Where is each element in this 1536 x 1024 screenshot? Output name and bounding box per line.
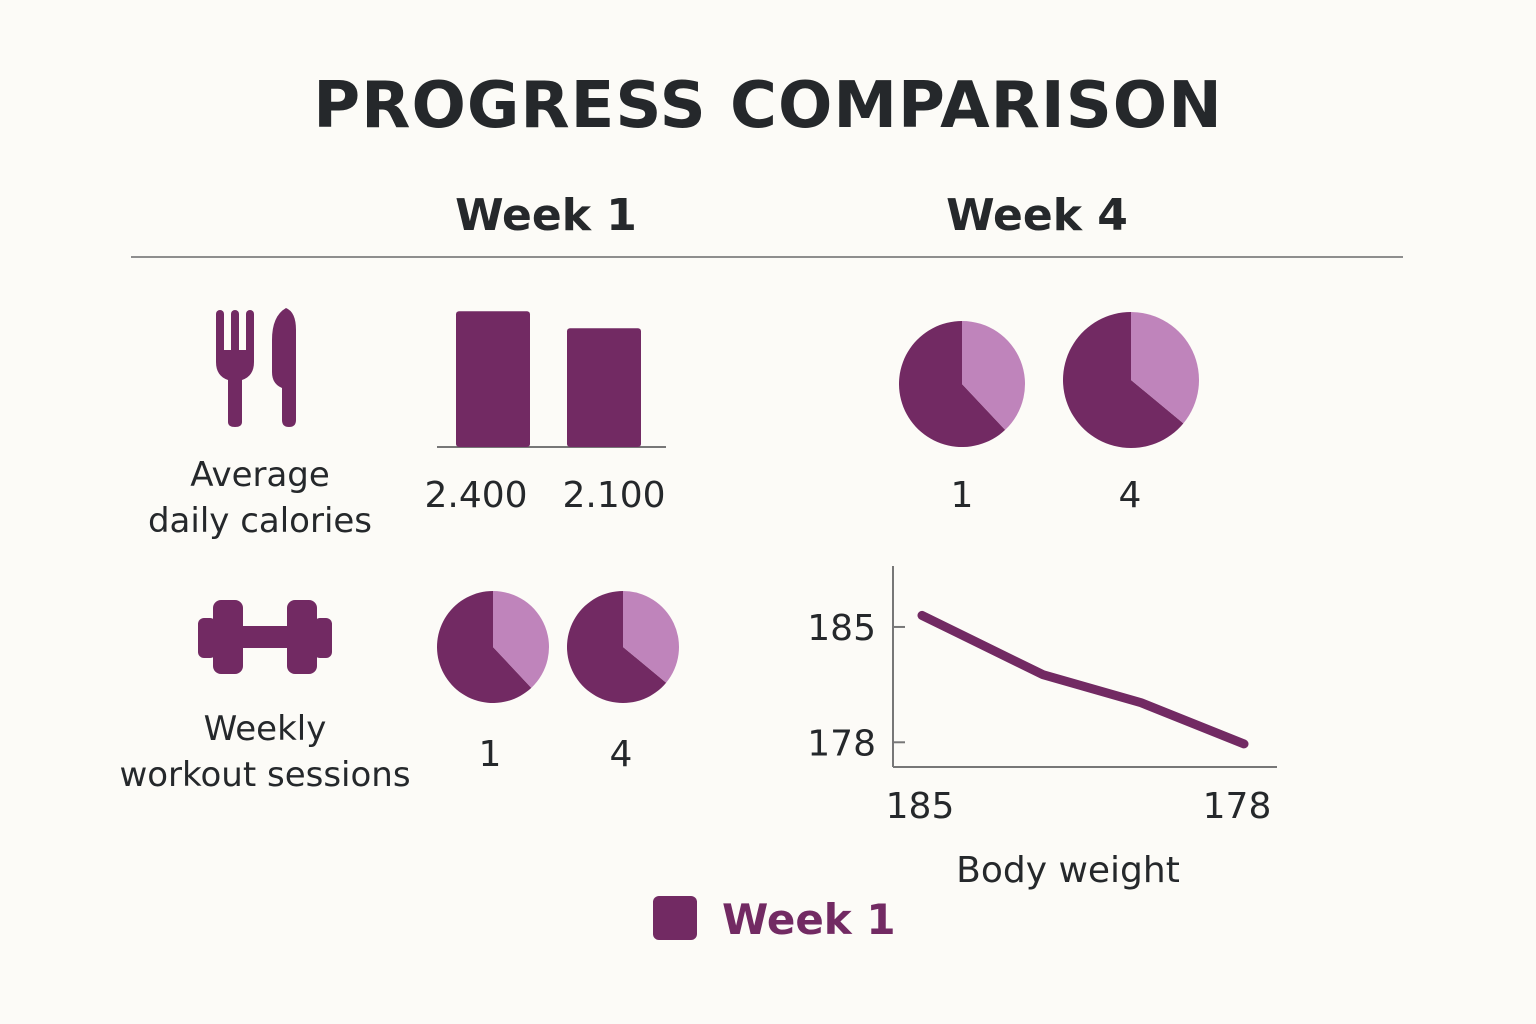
bar-label: 2.400 bbox=[424, 475, 527, 516]
pie-slice-major bbox=[899, 321, 1006, 447]
bar-label: 2.100 bbox=[562, 475, 665, 516]
page-title: PROGRESS COMPARISON bbox=[313, 69, 1223, 143]
row-label-line: Weekly bbox=[203, 709, 327, 749]
column-header-week1: Week 1 bbox=[455, 190, 637, 241]
pie-calories-4 bbox=[1062, 312, 1199, 449]
y-tick-label: 185 bbox=[807, 608, 876, 649]
bar-week4 bbox=[567, 328, 641, 447]
weight-series-line bbox=[917, 610, 1249, 749]
legend-swatch bbox=[653, 896, 697, 940]
pie-label: 1 bbox=[479, 734, 502, 775]
bar-week1 bbox=[456, 311, 530, 447]
column-header-week4: Week 4 bbox=[946, 190, 1128, 241]
row-label-workouts: Weekly workout sessions bbox=[80, 706, 450, 798]
header-divider bbox=[131, 256, 1403, 258]
pie-slice-minor bbox=[962, 321, 1026, 430]
x-tick-label: 178 bbox=[1203, 786, 1272, 827]
row-label-line: workout sessions bbox=[119, 755, 411, 795]
row-label-line: daily calories bbox=[147, 501, 373, 541]
pie-slice-major bbox=[1062, 312, 1184, 449]
x-tick-label: 185 bbox=[886, 786, 955, 827]
pie-label: 1 bbox=[951, 475, 974, 516]
pie-calories-1 bbox=[899, 321, 1026, 447]
row-label-calories: Average daily calories bbox=[110, 452, 410, 544]
pie-slice-major bbox=[567, 591, 667, 703]
pie-workouts-4 bbox=[567, 591, 680, 703]
row-label-line: Average bbox=[190, 455, 330, 495]
pie-slice-minor bbox=[623, 591, 680, 683]
pie-label: 4 bbox=[610, 734, 633, 775]
pie-label: 4 bbox=[1119, 475, 1142, 516]
legend-label: Week 1 bbox=[722, 895, 896, 944]
pie-slice-major bbox=[437, 591, 532, 704]
x-axis-label: Body weight bbox=[956, 850, 1180, 891]
pie-slice-minor bbox=[493, 591, 549, 688]
pie-workouts-1 bbox=[437, 591, 549, 704]
dumbbell-icon bbox=[198, 600, 332, 674]
y-tick-label: 178 bbox=[807, 723, 876, 764]
pie-slice-minor bbox=[1131, 312, 1199, 424]
fork-knife-icon bbox=[216, 308, 296, 427]
